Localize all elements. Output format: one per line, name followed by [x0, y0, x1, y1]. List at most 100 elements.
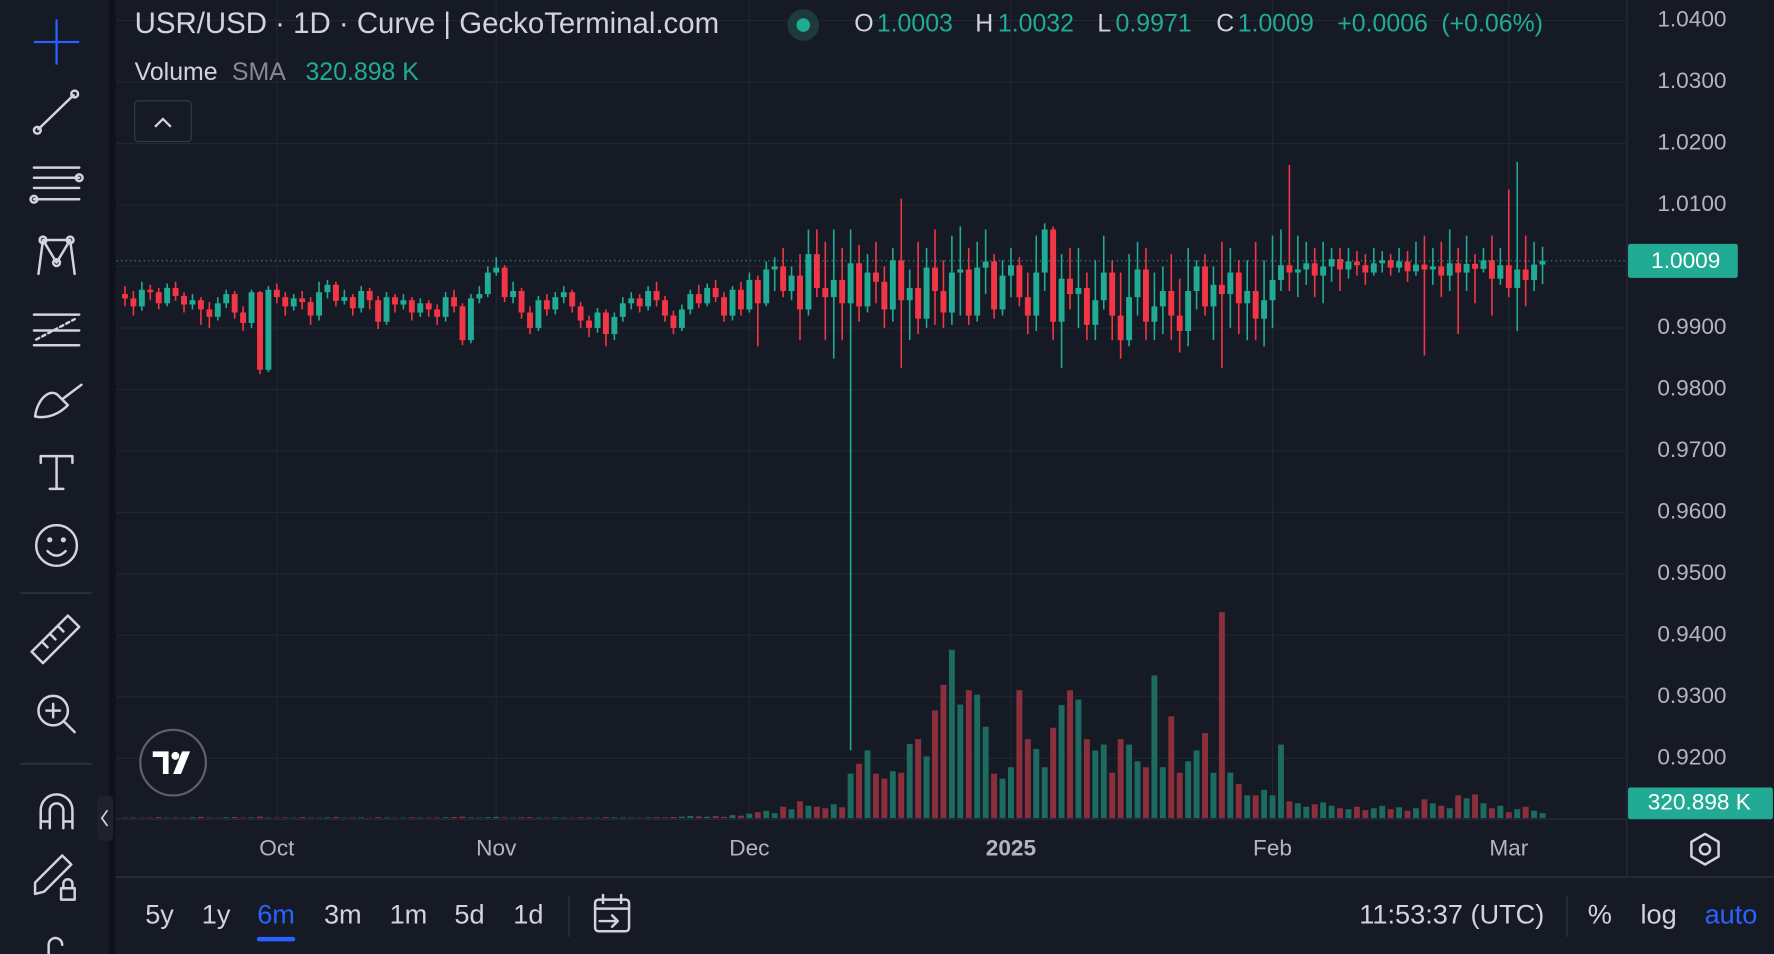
axis-settings-button[interactable] [1690, 832, 1720, 866]
axes: 0.9200 0.9300 0.9400 0.9500 0.9600 0.9700 0.98… [259, 6, 1773, 861]
percent-toggle[interactable]: % [1588, 899, 1612, 930]
candle-body [408, 300, 415, 313]
range-button[interactable]: 6m [257, 899, 295, 930]
volume-bar [847, 773, 854, 819]
go-to-date-button[interactable] [593, 893, 631, 933]
candle-body [1100, 272, 1107, 301]
lock-drawing-tool[interactable] [33, 854, 76, 901]
volume-bar [1109, 772, 1116, 819]
candle-body [1050, 229, 1057, 322]
volume-bar [1370, 808, 1377, 819]
tradingview-logo[interactable] [139, 728, 208, 797]
volume-bar [695, 816, 702, 819]
candle-body [974, 267, 981, 316]
text-tool[interactable] [39, 454, 74, 491]
candle-body [1218, 284, 1225, 295]
volume-sma-label: SMA [232, 58, 286, 86]
candle-body [1480, 260, 1487, 269]
ohlc-value: 0.9971 [1116, 10, 1192, 38]
log-toggle[interactable]: log [1640, 899, 1676, 930]
candle-body [830, 279, 837, 298]
candle-body [1497, 265, 1504, 279]
candle-body [594, 312, 601, 328]
candle-body [1446, 263, 1453, 276]
brush-tool[interactable] [33, 383, 83, 419]
volume-bar [1286, 801, 1293, 819]
ruler-tool[interactable] [30, 614, 81, 665]
volume-bar [678, 816, 685, 819]
volume-bar [1083, 739, 1090, 819]
candle-body [678, 309, 685, 328]
collapse-toolbar-button[interactable] [97, 795, 114, 841]
collapse-icon [100, 809, 109, 827]
candle-body [501, 267, 508, 298]
range-button[interactable]: 5y [145, 899, 174, 930]
zoom-tool[interactable] [37, 694, 76, 734]
candle-body [864, 272, 871, 307]
candle-body [1472, 263, 1478, 269]
range-button[interactable]: 5d [454, 899, 484, 930]
pattern-tool[interactable] [37, 235, 76, 276]
volume-bar [434, 817, 441, 819]
auto-toggle[interactable]: auto [1705, 899, 1758, 930]
volume-bar [1396, 807, 1403, 819]
volume-bar [324, 817, 331, 819]
volume-bar [332, 816, 339, 819]
candle-body [1227, 272, 1234, 295]
candle-body [147, 289, 154, 293]
candle-body [1109, 272, 1116, 316]
candle-body [1505, 265, 1512, 288]
volume-bar [1303, 806, 1310, 819]
candle-body [1531, 264, 1538, 280]
range-button[interactable]: 3m [324, 899, 362, 930]
volume-bar [510, 817, 517, 819]
emoji-tool[interactable] [34, 523, 79, 568]
range-button[interactable]: 1y [202, 899, 231, 930]
volume-bar [611, 817, 618, 819]
candle-body [451, 297, 458, 307]
candle-body [1345, 261, 1352, 270]
volume-bar [1058, 705, 1065, 819]
candle-body [1353, 261, 1360, 266]
volume-bar [248, 817, 255, 819]
candle-body [231, 294, 238, 313]
volume-bar [493, 816, 500, 819]
magnet-tool[interactable] [39, 793, 74, 830]
volume-bar [889, 771, 896, 819]
volume-bar [408, 817, 415, 819]
volume-bar [155, 817, 162, 819]
trend-line-tool[interactable] [32, 89, 80, 135]
volume-bar [1337, 808, 1343, 819]
y-tick-label: 1.0100 [1657, 191, 1726, 216]
volume-bar [1345, 809, 1352, 819]
volume-bar [484, 817, 491, 819]
volume-bar [560, 817, 567, 819]
volume-bar [1041, 767, 1048, 819]
ohlc-label: H [975, 10, 993, 38]
ohlc-label: C [1216, 10, 1234, 38]
volume-bar [1134, 761, 1141, 819]
candle-body [1429, 266, 1436, 270]
candle-body [341, 297, 348, 301]
fib-tool[interactable] [29, 166, 84, 204]
range-button[interactable]: 1m [390, 899, 428, 930]
volume-bar [1185, 761, 1192, 819]
candle-body [1202, 266, 1208, 307]
lock-tool[interactable] [47, 936, 64, 954]
volume-bar [172, 817, 179, 819]
candle-body [940, 290, 947, 313]
clock[interactable]: 11:53:37 (UTC) [1359, 899, 1544, 930]
volume-bar [1100, 744, 1107, 819]
volume-bar [1379, 805, 1386, 819]
y-tick-label: 1.0300 [1657, 68, 1726, 93]
volume-bar [1261, 789, 1268, 819]
volume-bar [915, 739, 922, 819]
range-button[interactable]: 1d [513, 899, 543, 930]
crosshair-tool[interactable] [33, 19, 80, 65]
candle-body [999, 275, 1006, 310]
candle-body [872, 272, 879, 282]
projection-tool[interactable] [32, 313, 81, 347]
y-tick-label: 0.9900 [1657, 314, 1726, 339]
collapse-legend-button[interactable] [134, 100, 192, 143]
